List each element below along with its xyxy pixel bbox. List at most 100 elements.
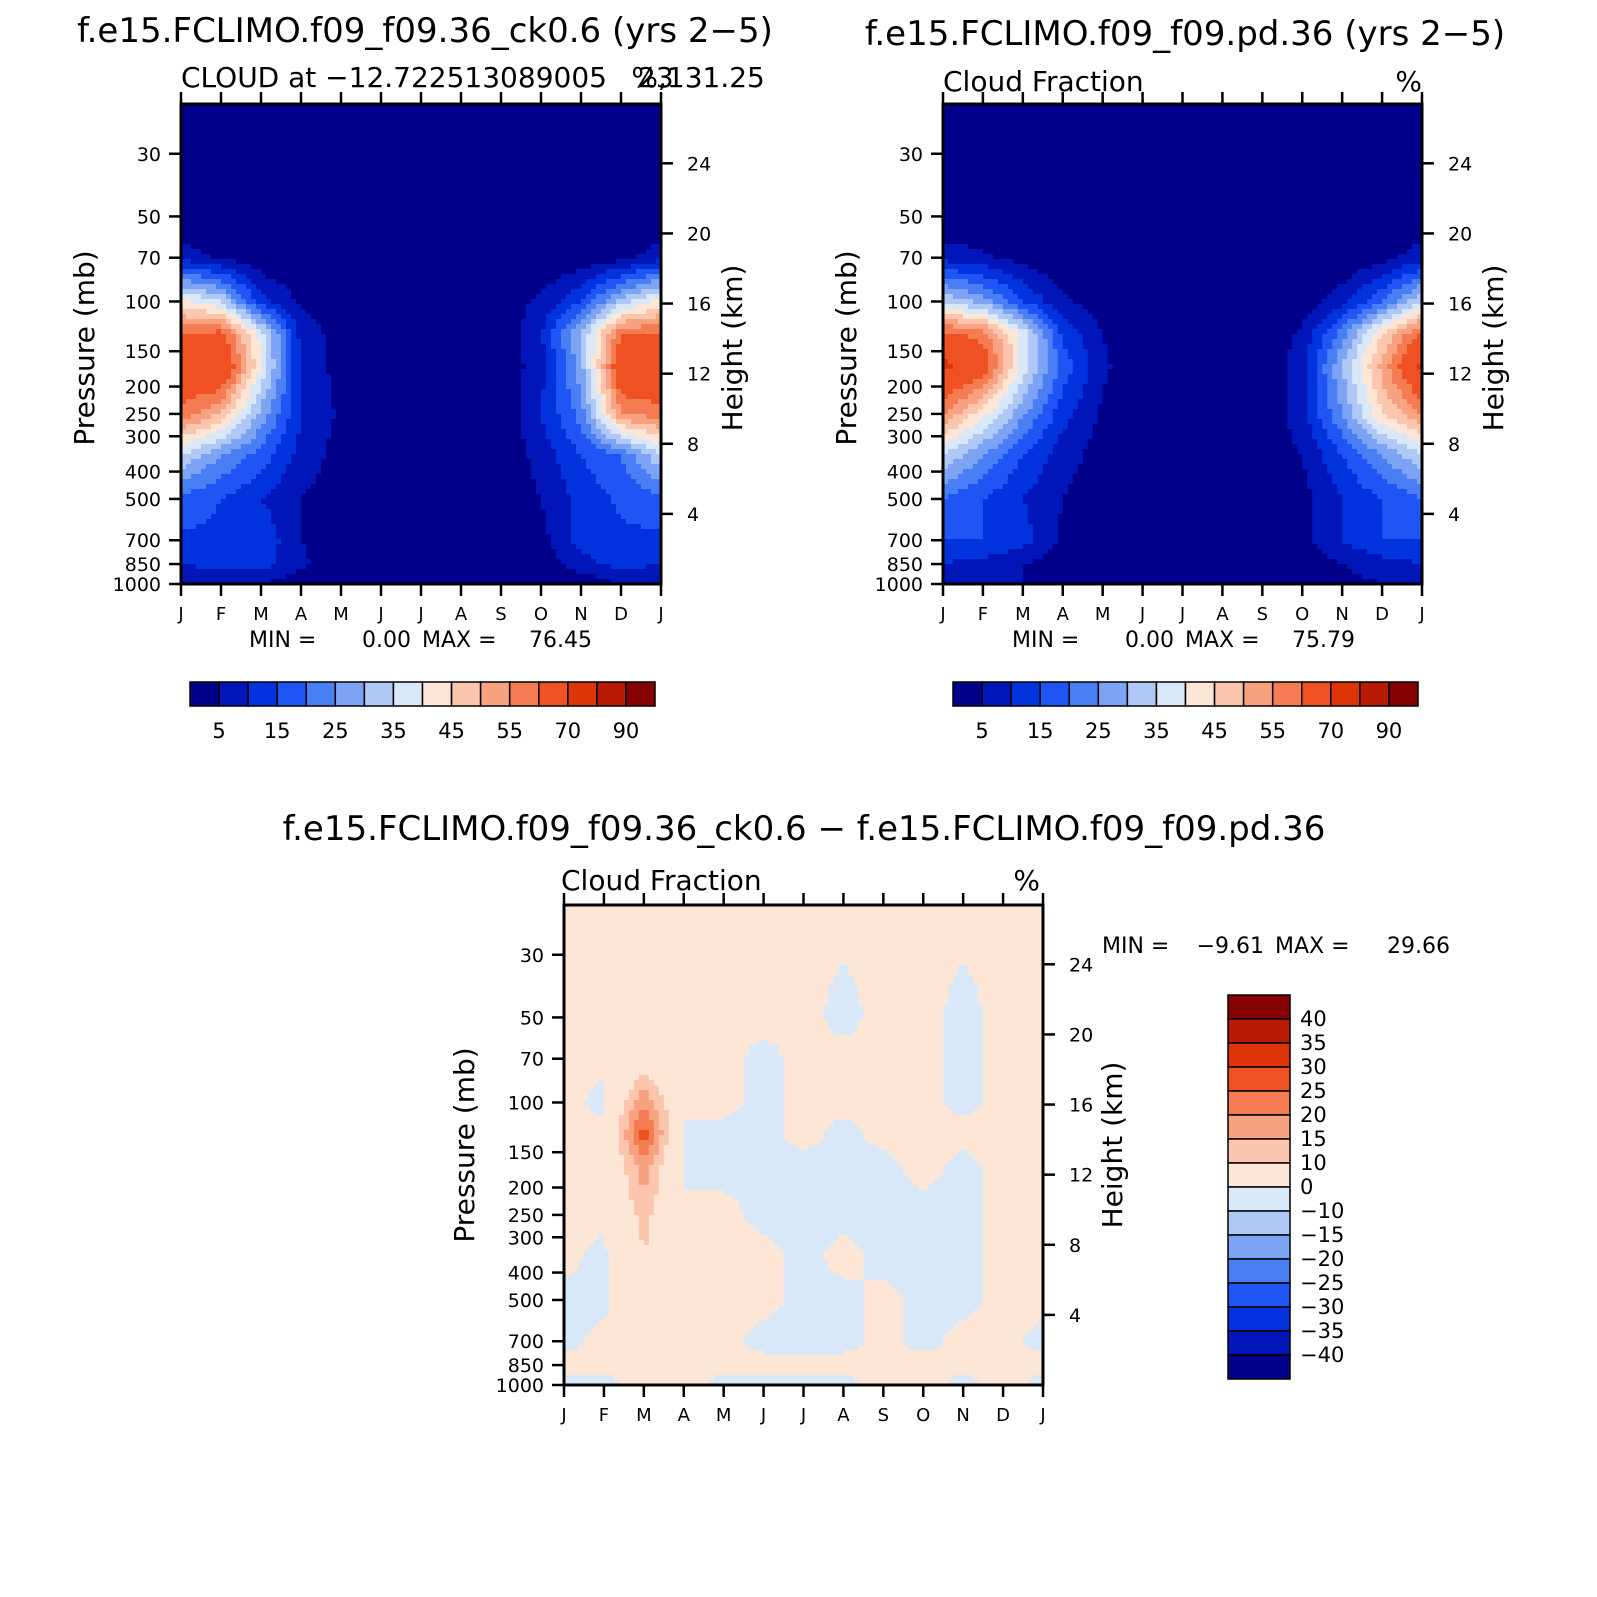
contour-cell <box>256 314 262 320</box>
contour-cell <box>361 359 367 365</box>
contour-cell <box>386 104 392 110</box>
contour-cell <box>596 209 602 215</box>
contour-cell <box>416 249 422 255</box>
contour-cell <box>566 109 572 115</box>
contour-cell <box>391 299 397 305</box>
contour-cell <box>656 329 662 335</box>
contour-cell <box>636 264 642 270</box>
contour-cell <box>591 124 597 130</box>
contour-cell <box>321 144 327 150</box>
contour-cell <box>356 299 362 305</box>
contour-cell <box>646 149 652 155</box>
contour-cell <box>641 109 647 115</box>
contour-cell <box>596 359 602 365</box>
contour-cell <box>601 344 607 350</box>
contour-cell <box>511 294 517 300</box>
contour-cell <box>391 324 397 330</box>
contour-cell <box>431 124 437 130</box>
contour-cell <box>496 124 502 130</box>
contour-cell <box>476 144 482 150</box>
contour-cell <box>476 309 482 315</box>
contour-cell <box>521 254 527 260</box>
contour-cell <box>466 159 472 165</box>
contour-cell <box>361 179 367 185</box>
contour-cell <box>406 329 412 335</box>
contour-cell <box>346 259 352 265</box>
contour-cell <box>521 159 527 165</box>
contour-cell <box>316 114 322 120</box>
contour-cell <box>561 244 567 250</box>
contour-cell <box>651 249 657 255</box>
contour-cell <box>596 299 602 305</box>
contour-cell <box>596 164 602 170</box>
contour-cell <box>641 294 647 300</box>
contour-cell <box>246 124 252 130</box>
contour-cell <box>231 309 237 315</box>
contour-cell <box>361 194 367 200</box>
contour-cell <box>471 109 477 115</box>
contour-cell <box>586 159 592 165</box>
contour-cell <box>191 239 197 245</box>
contour-cell <box>351 154 357 160</box>
contour-cell <box>316 184 322 190</box>
contour-cell <box>291 239 297 245</box>
contour-cell <box>591 149 597 155</box>
contour-cell <box>646 219 652 225</box>
contour-cell <box>281 169 287 175</box>
contour-cell <box>231 134 237 140</box>
contour-cell <box>646 124 652 130</box>
contour-cell <box>361 334 367 340</box>
contour-cell <box>516 139 522 145</box>
contour-cell <box>626 324 632 330</box>
contour-cell <box>526 244 532 250</box>
contour-cell <box>216 139 222 145</box>
contour-cell <box>461 264 467 270</box>
contour-cell <box>386 294 392 300</box>
contour-cell <box>621 134 627 140</box>
contour-cell <box>251 209 257 215</box>
contour-cell <box>441 149 447 155</box>
contour-cell <box>501 184 507 190</box>
contour-cell <box>206 289 212 295</box>
contour-cell <box>586 299 592 305</box>
contour-cell <box>416 169 422 175</box>
contour-cell <box>646 114 652 120</box>
contour-cell <box>626 209 632 215</box>
contour-cell <box>521 289 527 295</box>
contour-cell <box>521 139 527 145</box>
contour-cell <box>571 244 577 250</box>
contour-cell <box>291 204 297 210</box>
contour-cell <box>396 264 402 270</box>
contour-cell <box>491 329 497 335</box>
contour-cell <box>596 179 602 185</box>
contour-cell <box>491 269 497 275</box>
contour-cell <box>356 324 362 330</box>
contour-cell <box>546 274 552 280</box>
contour-cell <box>491 149 497 155</box>
contour-cell <box>206 209 212 215</box>
contour-cell <box>256 299 262 305</box>
contour-cell <box>246 359 252 365</box>
contour-cell <box>541 234 547 240</box>
contour-cell <box>631 129 637 135</box>
contour-cell <box>296 234 302 240</box>
contour-cell <box>601 339 607 345</box>
contour-cell <box>306 339 312 345</box>
contour-cell <box>491 264 497 270</box>
contour-cell <box>246 239 252 245</box>
contour-cell <box>406 184 412 190</box>
contour-cell <box>376 209 382 215</box>
contour-cell <box>291 264 297 270</box>
contour-cell <box>211 284 217 290</box>
contour-cell <box>606 189 612 195</box>
contour-cell <box>556 264 562 270</box>
contour-cell <box>196 119 202 125</box>
contour-cell <box>531 204 537 210</box>
contour-cell <box>441 324 447 330</box>
contour-cell <box>646 229 652 235</box>
contour-cell <box>601 189 607 195</box>
contour-cell <box>536 329 542 335</box>
contour-cell <box>211 129 217 135</box>
contour-cell <box>401 354 407 360</box>
contour-cell <box>201 359 207 365</box>
